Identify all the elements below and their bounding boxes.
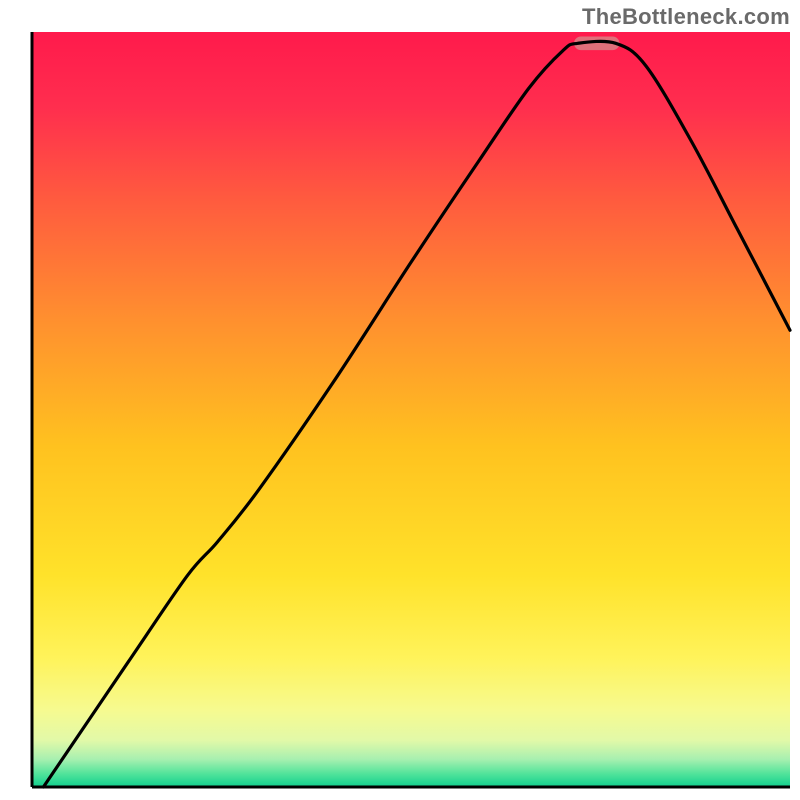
chart-container: TheBottleneck.com: [0, 0, 800, 800]
gradient-background: [34, 32, 791, 786]
bottleneck-chart: [0, 0, 800, 800]
watermark-label: TheBottleneck.com: [582, 4, 790, 30]
